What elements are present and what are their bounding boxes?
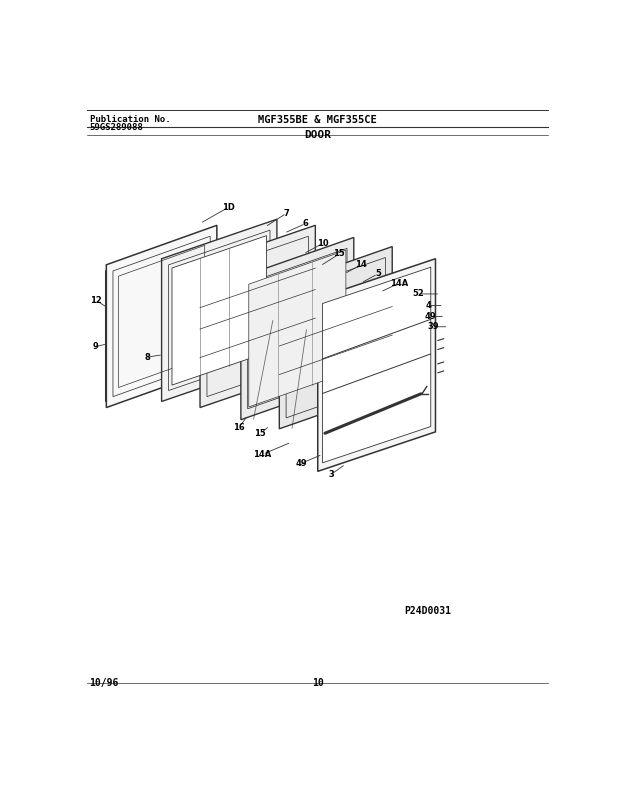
Text: 15: 15 bbox=[334, 249, 345, 258]
Text: 49: 49 bbox=[295, 459, 307, 468]
Text: P24D0031: P24D0031 bbox=[404, 606, 451, 616]
Polygon shape bbox=[279, 246, 392, 429]
Text: 12: 12 bbox=[90, 296, 102, 305]
Text: DOOR: DOOR bbox=[304, 130, 331, 140]
Text: 14A: 14A bbox=[391, 279, 409, 287]
Text: 15: 15 bbox=[254, 429, 266, 438]
Polygon shape bbox=[200, 226, 316, 408]
Polygon shape bbox=[322, 267, 431, 463]
Text: 10/96: 10/96 bbox=[89, 679, 119, 689]
Polygon shape bbox=[172, 236, 267, 385]
Text: 6: 6 bbox=[303, 219, 309, 228]
Polygon shape bbox=[249, 250, 346, 407]
Text: 52: 52 bbox=[413, 290, 425, 298]
Polygon shape bbox=[107, 226, 217, 408]
Text: 3: 3 bbox=[329, 470, 334, 479]
Polygon shape bbox=[241, 237, 354, 420]
Text: 1D: 1D bbox=[223, 203, 236, 211]
Text: 5: 5 bbox=[375, 269, 381, 279]
Text: 39: 39 bbox=[427, 322, 439, 331]
Text: 8: 8 bbox=[144, 353, 150, 361]
Text: 49: 49 bbox=[425, 312, 436, 321]
Polygon shape bbox=[317, 259, 435, 471]
Text: 14: 14 bbox=[355, 260, 367, 269]
Text: 59GS289088: 59GS289088 bbox=[89, 123, 143, 133]
Text: 14A: 14A bbox=[254, 450, 272, 459]
Text: 4: 4 bbox=[425, 301, 431, 310]
Text: 9: 9 bbox=[92, 342, 98, 351]
Text: 16: 16 bbox=[232, 423, 244, 432]
Polygon shape bbox=[162, 219, 277, 402]
Text: Publication No.: Publication No. bbox=[89, 115, 170, 125]
Text: 7: 7 bbox=[283, 208, 290, 218]
Text: MGF355BE & MGF355CE: MGF355BE & MGF355CE bbox=[259, 115, 377, 125]
Text: 10: 10 bbox=[312, 679, 324, 689]
Text: 10: 10 bbox=[317, 239, 329, 248]
